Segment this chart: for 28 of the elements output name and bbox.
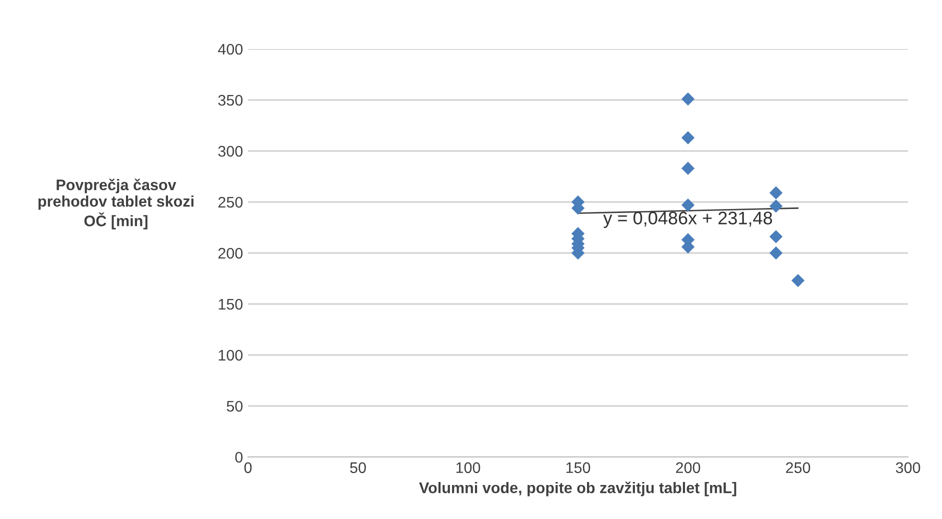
point: [681, 162, 695, 175]
y-tick-label: 0: [235, 452, 243, 463]
point: [769, 246, 783, 260]
y-tick-label: 350: [218, 94, 243, 106]
annotation: y = 0,0486x + 231,48: [603, 212, 772, 228]
y-tick-label: 400: [218, 44, 243, 55]
y-tick-label: 250: [218, 196, 243, 208]
y-tick-label: 200: [218, 248, 243, 259]
x-tick-label: 0: [244, 462, 252, 474]
y-tick-label: 150: [218, 298, 243, 310]
y-axis-title: Povprečja časov prehodov tablet skozi OČ [min]: [38, 178, 194, 230]
x-tick-label: 250: [786, 462, 810, 474]
point: [769, 199, 783, 213]
y-tick-label: 100: [218, 350, 243, 361]
x-tick-label: 200: [676, 462, 700, 474]
x-axis-title: Volumni vode, popite ob zavžitju tablet [mL]: [419, 482, 736, 496]
point: [769, 186, 783, 200]
x-tick-label: 50: [350, 462, 366, 474]
point: [681, 198, 695, 212]
x-tick-label: 100: [456, 462, 480, 474]
point: [681, 92, 695, 106]
point: [791, 274, 805, 288]
y-tick-label: 50: [226, 400, 243, 412]
x-tick-label: 300: [896, 462, 920, 474]
x-tick-label: 150: [566, 462, 590, 474]
point: [769, 230, 783, 244]
point: [681, 131, 695, 144]
y-tick-label: 300: [218, 146, 243, 157]
